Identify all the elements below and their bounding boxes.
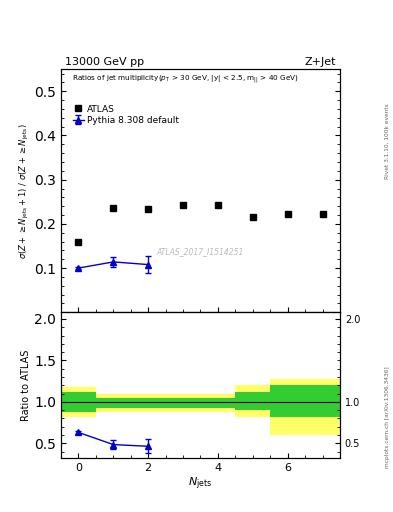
Text: 13000 GeV pp: 13000 GeV pp xyxy=(65,56,144,67)
Text: Rivet 3.1.10, 100k events: Rivet 3.1.10, 100k events xyxy=(385,103,389,179)
Text: mcplots.cern.ch [arXiv:1306.3436]: mcplots.cern.ch [arXiv:1306.3436] xyxy=(385,367,389,468)
Y-axis label: $\sigma(Z + \geq N_\mathrm{jets}+1)\ /\ \sigma(Z + \geq N_\mathrm{jets})$: $\sigma(Z + \geq N_\mathrm{jets}+1)\ /\ … xyxy=(18,123,31,259)
Y-axis label: Ratio to ATLAS: Ratio to ATLAS xyxy=(21,350,31,421)
Text: Ratios of jet multiplicity($p_\mathrm{T}$ > 30 GeV, |y| < 2.5, m$_{||}$ > 40 GeV: Ratios of jet multiplicity($p_\mathrm{T}… xyxy=(72,73,299,84)
X-axis label: $N_\mathrm{jets}$: $N_\mathrm{jets}$ xyxy=(188,476,213,492)
Legend: ATLAS, Pythia 8.308 default: ATLAS, Pythia 8.308 default xyxy=(71,103,181,126)
Text: Z+Jet: Z+Jet xyxy=(305,56,336,67)
Text: ATLAS_2017_I1514251: ATLAS_2017_I1514251 xyxy=(157,247,244,256)
